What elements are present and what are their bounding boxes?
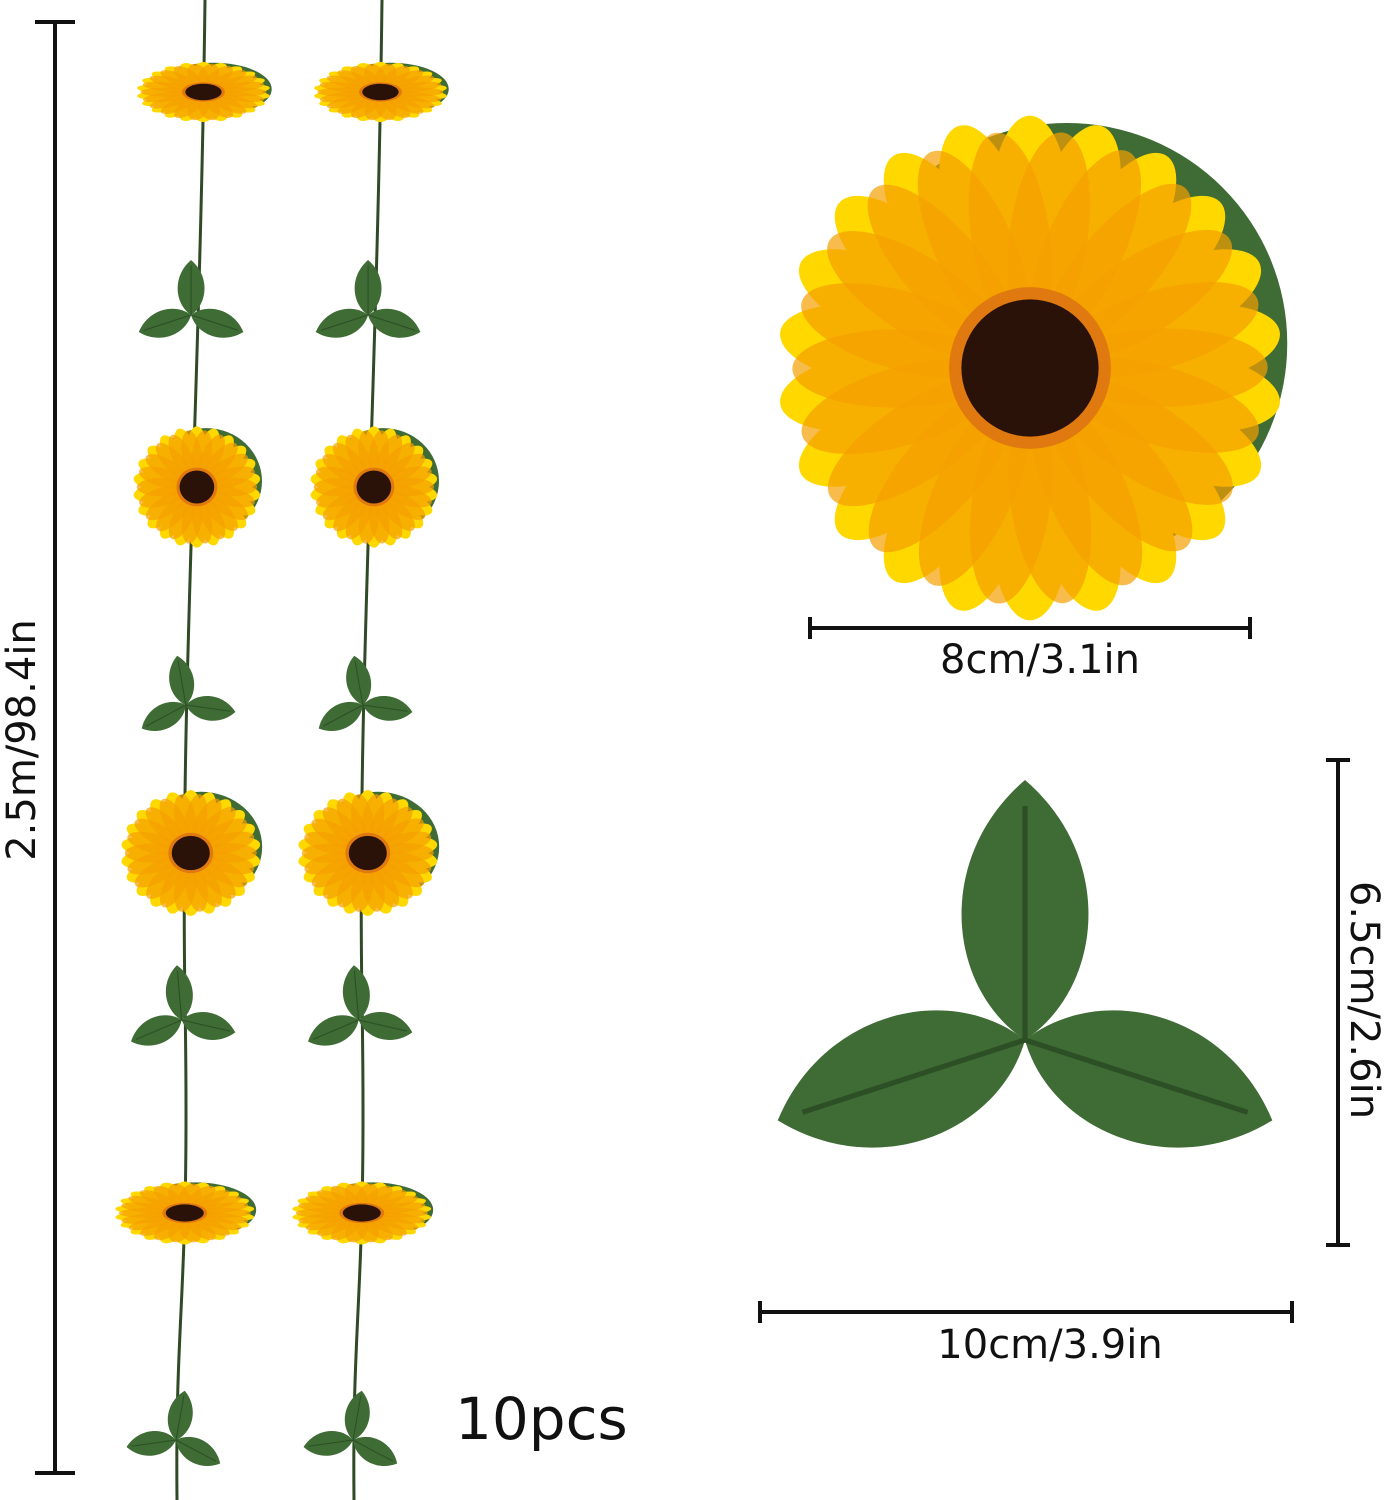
leaf-width-label: 10cm/3.9in	[937, 1322, 1163, 1368]
sunflower-icon	[115, 1181, 257, 1245]
sunflower-icon	[121, 789, 263, 917]
leaf-icon	[126, 1390, 221, 1466]
leaf-icon	[315, 260, 421, 338]
sunflower-icon	[133, 426, 262, 548]
leaf-icon	[303, 1390, 398, 1466]
leaf-width-dimension-line	[758, 1301, 1294, 1323]
leaf-icon	[131, 965, 236, 1046]
length-dimension-line	[35, 20, 75, 1475]
vine-stem	[352, 0, 384, 1500]
leaf-height-dimension-line	[1326, 758, 1350, 1247]
leaf-icon	[777, 780, 1273, 1148]
sunflower-icon	[298, 789, 440, 917]
leaf-icon	[141, 655, 236, 731]
leaf-icon	[308, 965, 413, 1046]
garland-length-label: 2.5m/98.4in	[0, 619, 45, 861]
sunflower-icon	[314, 61, 449, 123]
leaf-icon	[138, 260, 244, 338]
sunflower-icon	[292, 1181, 434, 1245]
sunflower-icon	[310, 426, 439, 548]
leaf-height-label: 6.5cm/2.6in	[1341, 880, 1386, 1120]
leaf-icon	[318, 655, 413, 731]
flower-dimension-line	[808, 617, 1252, 639]
sunflower-icon	[137, 61, 272, 123]
flower-diameter-label: 8cm/3.1in	[940, 637, 1140, 683]
vine-stem	[175, 0, 207, 1500]
quantity-label: 10pcs	[455, 1385, 628, 1453]
sunflower-icon	[780, 115, 1288, 621]
